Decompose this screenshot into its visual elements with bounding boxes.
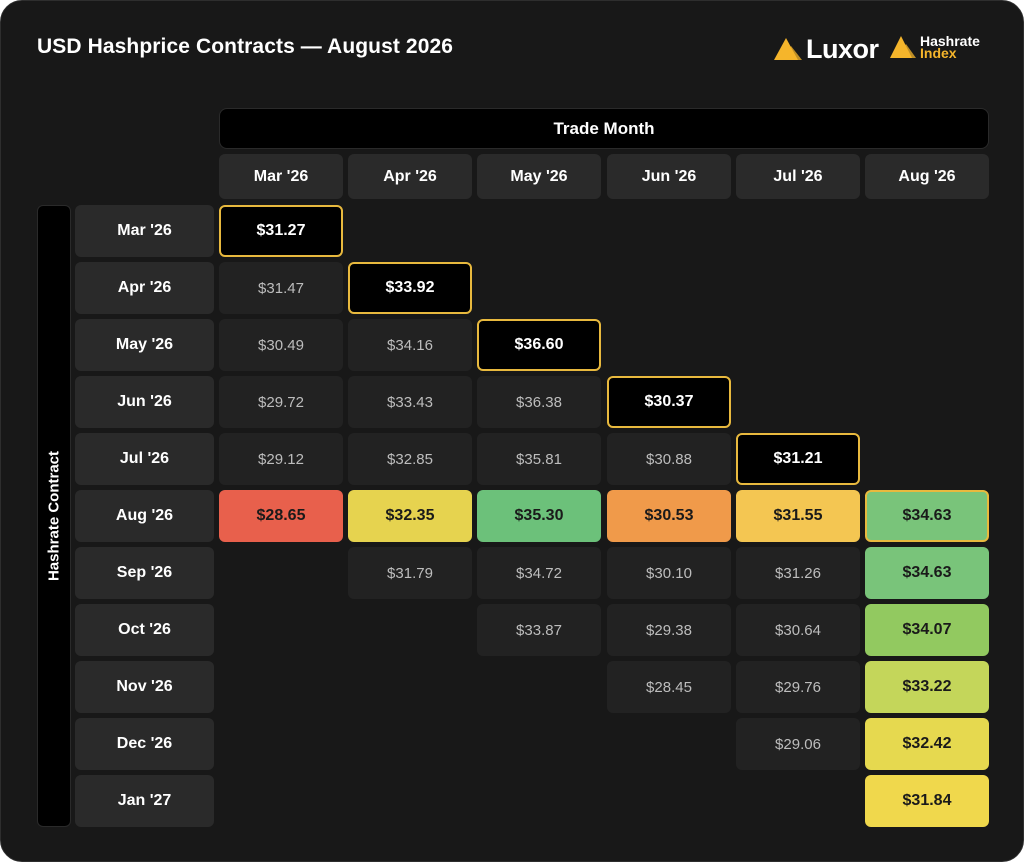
column-header: Mar '26: [219, 154, 343, 199]
price-cell: $36.38: [477, 376, 601, 428]
price-cell: $35.81: [477, 433, 601, 485]
row-header: Apr '26: [75, 262, 214, 314]
price-cell: $33.22: [865, 661, 989, 713]
price-cell: $31.26: [736, 547, 860, 599]
price-cell: $29.72: [219, 376, 343, 428]
price-cell: $31.55: [736, 490, 860, 542]
price-cell: $34.63: [865, 490, 989, 542]
price-cell: $30.53: [607, 490, 731, 542]
row-header: Aug '26: [75, 490, 214, 542]
hashrate-index-logo-line2: Index: [920, 45, 957, 61]
price-cell: $31.27: [219, 205, 343, 257]
price-cell: $30.37: [607, 376, 731, 428]
price-cell: $34.72: [477, 547, 601, 599]
luxor-logo-text: Luxor: [806, 34, 879, 64]
price-cell: $34.63: [865, 547, 989, 599]
price-cell: $30.64: [736, 604, 860, 656]
hashrate-index-logo-line1: Hashrate: [920, 33, 980, 49]
hashrate-contract-label-text: Hashrate Contract: [45, 450, 63, 582]
column-header: Jun '26: [607, 154, 731, 199]
row-header: Jul '26: [75, 433, 214, 485]
hashrate-contract-axis-label: Hashrate Contract: [37, 205, 71, 827]
price-cell: $32.85: [348, 433, 472, 485]
column-header: May '26: [477, 154, 601, 199]
price-cell: $29.12: [219, 433, 343, 485]
chart-title: USD Hashprice Contracts — August 2026: [37, 35, 454, 58]
price-cell: $33.43: [348, 376, 472, 428]
row-header: Sep '26: [75, 547, 214, 599]
price-cell: $33.92: [348, 262, 472, 314]
price-cell: $32.35: [348, 490, 472, 542]
row-header: Oct '26: [75, 604, 214, 656]
price-cell: $30.49: [219, 319, 343, 371]
price-cell: $31.47: [219, 262, 343, 314]
row-header: May '26: [75, 319, 214, 371]
price-cell: $30.88: [607, 433, 731, 485]
price-cell: $34.07: [865, 604, 989, 656]
column-header: Jul '26: [736, 154, 860, 199]
price-cell: $36.60: [477, 319, 601, 371]
column-header: Aug '26: [865, 154, 989, 199]
price-cell: $29.38: [607, 604, 731, 656]
row-header: Dec '26: [75, 718, 214, 770]
price-cell: $32.42: [865, 718, 989, 770]
row-header: Jun '26: [75, 376, 214, 428]
price-cell: $35.30: [477, 490, 601, 542]
row-header: Jan '27: [75, 775, 214, 827]
hashrate-index-logo: Hashrate Index: [890, 33, 980, 61]
price-cell: $28.45: [607, 661, 731, 713]
price-cell: $33.87: [477, 604, 601, 656]
price-cell: $31.79: [348, 547, 472, 599]
row-header: Mar '26: [75, 205, 214, 257]
price-cell: $29.06: [736, 718, 860, 770]
column-header: Apr '26: [348, 154, 472, 199]
price-cell: $34.16: [348, 319, 472, 371]
price-cell: $31.84: [865, 775, 989, 827]
luxor-logo-icon: [774, 38, 802, 60]
price-cell: $30.10: [607, 547, 731, 599]
row-header: Nov '26: [75, 661, 214, 713]
price-cell: $29.76: [736, 661, 860, 713]
trade-month-header: Trade Month: [219, 108, 989, 149]
price-cell: $28.65: [219, 490, 343, 542]
hashrate-index-logo-icon: [890, 36, 916, 58]
price-cell: $31.21: [736, 433, 860, 485]
luxor-logo: Luxor: [774, 35, 879, 63]
